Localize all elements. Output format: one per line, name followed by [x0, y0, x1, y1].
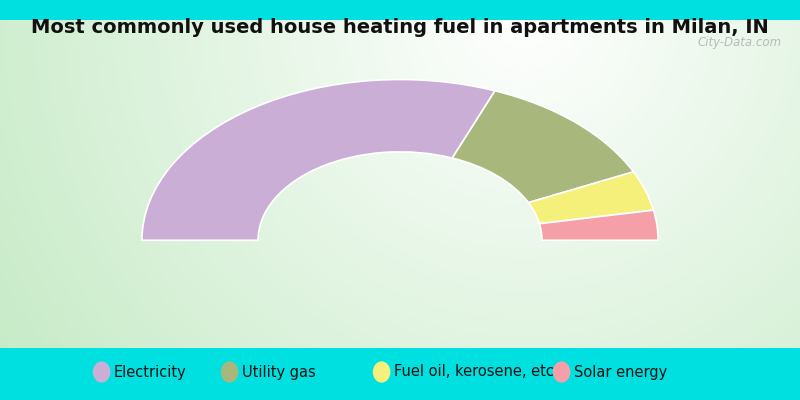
Text: Utility gas: Utility gas — [242, 364, 315, 380]
Ellipse shape — [93, 361, 110, 383]
Wedge shape — [142, 80, 495, 240]
Text: City-Data.com: City-Data.com — [698, 36, 782, 49]
Text: Fuel oil, kerosene, etc.: Fuel oil, kerosene, etc. — [394, 364, 558, 380]
Text: Electricity: Electricity — [114, 364, 186, 380]
Wedge shape — [539, 210, 658, 240]
Text: Solar energy: Solar energy — [574, 364, 667, 380]
Wedge shape — [529, 172, 654, 224]
Ellipse shape — [553, 361, 570, 383]
Ellipse shape — [373, 361, 390, 383]
Text: Most commonly used house heating fuel in apartments in Milan, IN: Most commonly used house heating fuel in… — [31, 18, 769, 37]
Ellipse shape — [221, 361, 238, 383]
Wedge shape — [452, 91, 634, 203]
